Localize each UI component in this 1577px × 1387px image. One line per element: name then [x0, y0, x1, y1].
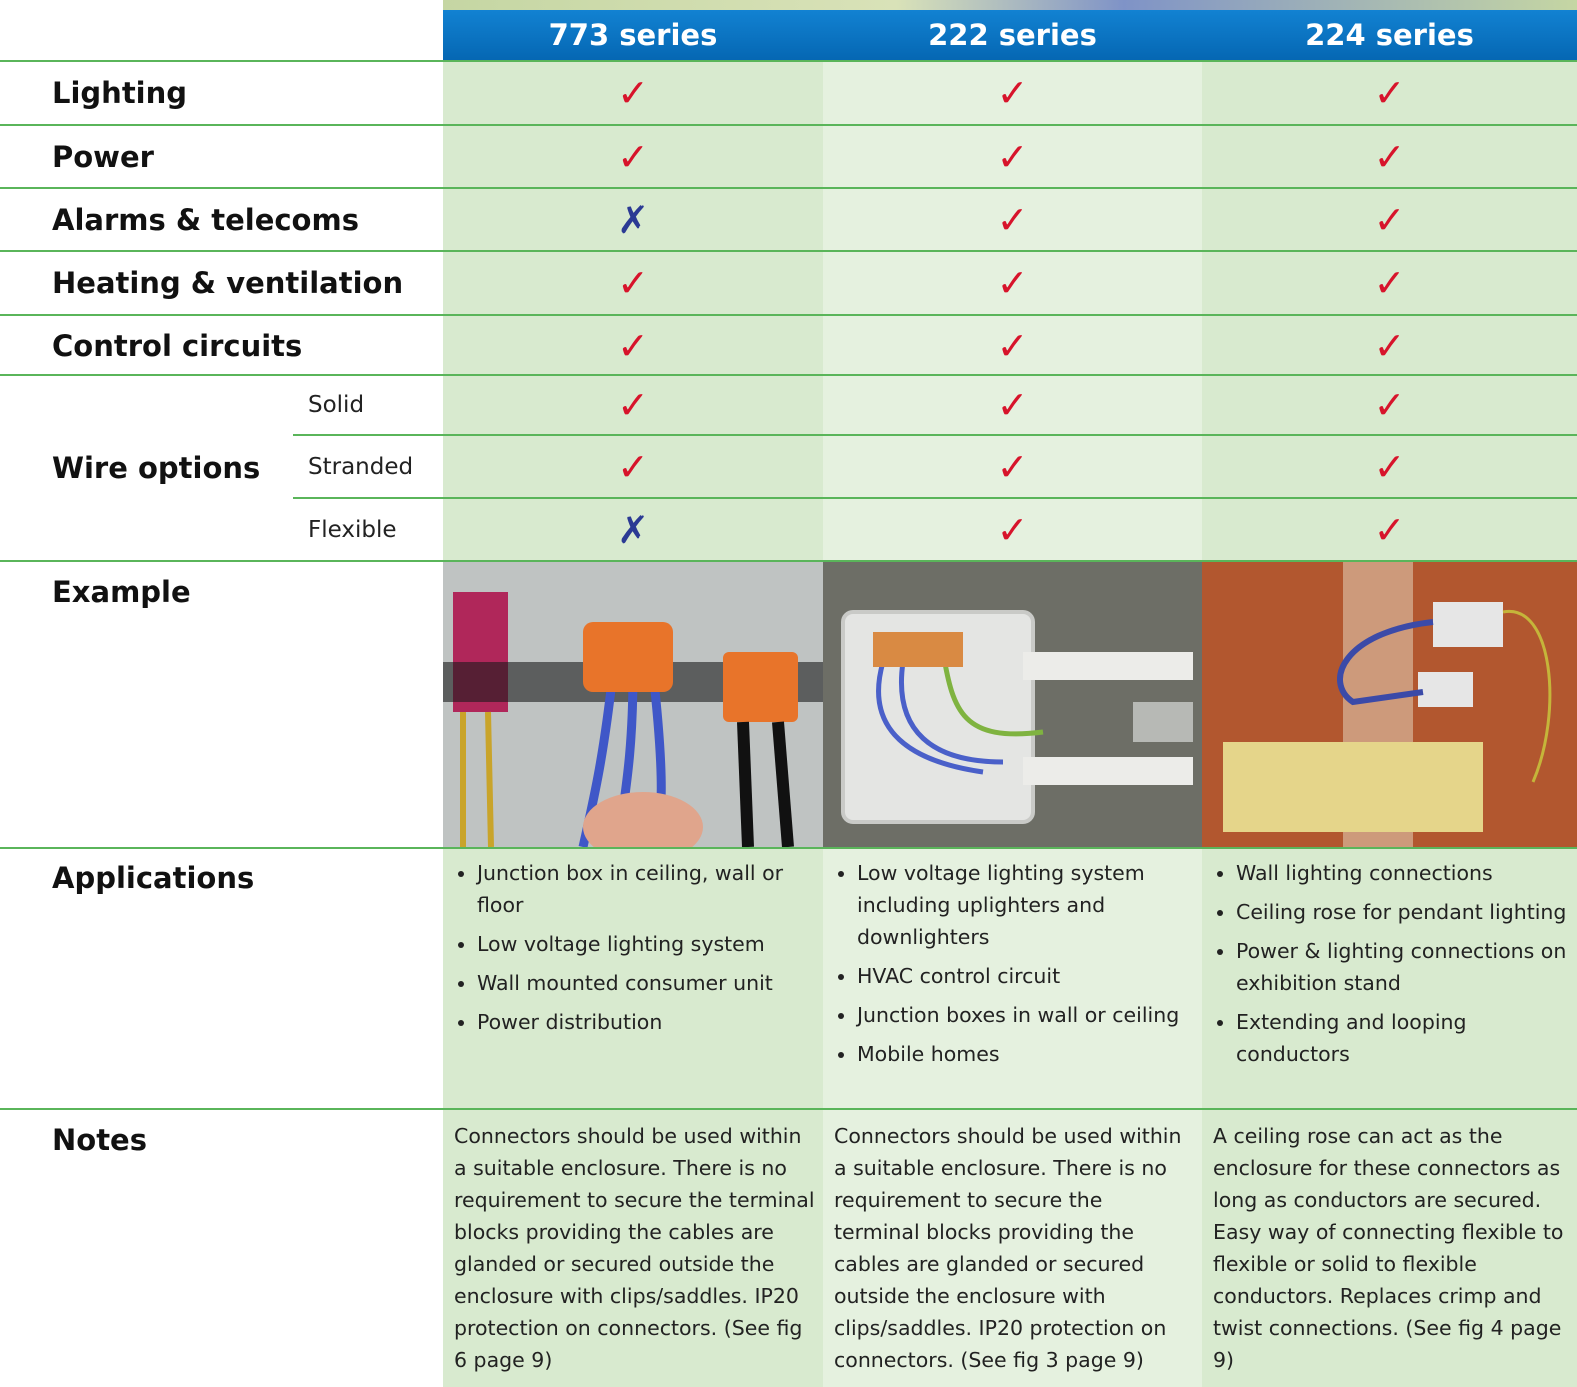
cell-symbol: ✓	[1373, 323, 1406, 368]
cell-bg	[823, 126, 1202, 187]
cell-symbol: ✓	[1373, 197, 1406, 242]
header-band	[443, 10, 1577, 60]
row-label: Notes	[52, 1123, 147, 1157]
bullet-item: Junction boxes in wall or ceiling	[857, 999, 1192, 1031]
cell-symbol: ✓	[1373, 507, 1406, 552]
cell-bg	[1202, 126, 1577, 187]
column-header: 773 series	[548, 18, 718, 52]
bullet-item: Low voltage lighting system	[477, 928, 813, 960]
cell-bg	[1202, 62, 1577, 124]
bullet-item: Low voltage lighting system including up…	[857, 857, 1192, 953]
cell-bg	[443, 189, 823, 250]
bullet-item: Power distribution	[477, 1006, 813, 1038]
row-divider	[0, 187, 1577, 189]
row-divider	[0, 1108, 1577, 1110]
cell-bg	[443, 126, 823, 187]
cell-bg: Wall lighting connections Ceiling rose fo…	[1202, 849, 1577, 1108]
row-label: Power	[52, 139, 154, 174]
cell-bg	[1202, 316, 1577, 375]
cell-symbol: ✓	[617, 444, 649, 489]
cell-symbol: ✓	[617, 71, 649, 115]
cell-bg	[1202, 252, 1577, 314]
bullet-list: Low voltage lighting system including up…	[823, 857, 1202, 1070]
bullet-list: Junction box in ceiling, wall or floor Lo…	[443, 857, 823, 1038]
cell-symbol: ✗	[617, 507, 649, 552]
cell-bg	[823, 376, 1202, 434]
example-photos	[443, 562, 1577, 847]
cell-symbol: ✓	[1373, 134, 1406, 179]
bullet-item: Extending and looping conductors	[1236, 1006, 1567, 1070]
cell-symbol: ✓	[617, 323, 649, 368]
cell-symbol: ✓	[1373, 261, 1406, 305]
row-divider	[293, 434, 1577, 436]
column-header: 222 series	[928, 18, 1097, 52]
row-divider	[0, 124, 1577, 126]
bullet-item: Mobile homes	[857, 1038, 1192, 1070]
cell-symbol: ✓	[996, 444, 1029, 489]
cell-symbol: ✓	[996, 71, 1029, 115]
cell-symbol: ✓	[996, 383, 1029, 427]
column-header: 224 series	[1305, 18, 1474, 52]
cell-bg	[1202, 499, 1577, 560]
bullet-item: Junction box in ceiling, wall or floor	[477, 857, 813, 921]
row-label: Lighting	[52, 76, 188, 110]
bullet-list: Wall lighting connections Ceiling rose fo…	[1202, 857, 1577, 1070]
sub-label: Solid	[308, 392, 365, 418]
row-divider	[0, 250, 1577, 252]
row-label: Alarms & telecoms	[52, 202, 359, 237]
row-divider	[0, 60, 1577, 62]
sub-label: Stranded	[308, 453, 414, 480]
cell-symbol: ✓	[1373, 444, 1406, 489]
cell-bg	[823, 62, 1202, 124]
cell-bg	[443, 62, 823, 124]
cell-bg: Low voltage lighting system including up…	[823, 849, 1202, 1108]
bullet-item: Power & lighting connections on exhibiti…	[1236, 935, 1567, 999]
cell-bg	[823, 316, 1202, 375]
cell-bg	[1202, 189, 1577, 250]
cell-bg	[443, 316, 823, 375]
cell-bg	[823, 252, 1202, 314]
bullet-item: Wall lighting connections	[1236, 857, 1567, 889]
cell-symbol: ✓	[996, 323, 1029, 368]
cell-bg	[443, 436, 823, 497]
bullet-item: Wall mounted consumer unit	[477, 967, 813, 999]
cell-symbol: ✓	[996, 507, 1029, 552]
cell-symbol: ✓	[996, 134, 1029, 179]
sub-label: Flexible	[308, 516, 397, 543]
cell-symbol: ✓	[617, 261, 649, 305]
cell-symbol: ✓	[996, 197, 1029, 242]
cell-symbol: ✓	[1373, 383, 1406, 427]
row-divider	[0, 560, 1577, 562]
cell-bg	[1202, 376, 1577, 434]
row-label: Applications	[52, 861, 255, 895]
row-label: Wire options	[52, 451, 261, 485]
cell-symbol: ✓	[617, 383, 649, 427]
note-text: A ceiling rose can act as the enclosure …	[1202, 1110, 1577, 1387]
cell-bg: Junction box in ceiling, wall or floor Lo…	[443, 849, 823, 1108]
cell-bg	[823, 189, 1202, 250]
cell-bg	[443, 499, 823, 560]
cell-symbol: ✓	[1373, 71, 1406, 115]
row-divider	[0, 374, 1577, 376]
row-divider	[0, 847, 1577, 849]
row-label: Control circuits	[52, 328, 303, 363]
row-label: Heating & ventilation	[52, 266, 404, 300]
row-divider	[293, 497, 1577, 499]
header-strip	[443, 0, 1577, 12]
cell-bg	[823, 436, 1202, 497]
bullet-item: HVAC control circuit	[857, 960, 1192, 992]
note-text: Connectors should be used within a suita…	[443, 1110, 823, 1387]
cell-bg	[443, 376, 823, 434]
cell-bg	[823, 499, 1202, 560]
cell-symbol: ✓	[617, 134, 649, 179]
cell-symbol: ✓	[996, 261, 1029, 305]
cell-bg	[443, 252, 823, 314]
cell-bg	[1202, 436, 1577, 497]
cell-symbol: ✗	[617, 197, 649, 242]
note-text: Connectors should be used within a suita…	[823, 1110, 1202, 1387]
bullet-item: Ceiling rose for pendant lighting	[1236, 896, 1567, 928]
row-label: Example	[52, 575, 191, 609]
row-divider	[0, 314, 1577, 316]
